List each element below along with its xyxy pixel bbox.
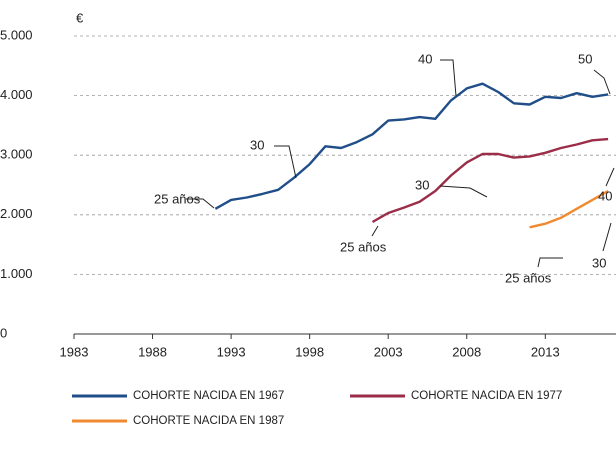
- annotation: 40: [418, 51, 432, 66]
- y-tick-label: 5.000: [0, 27, 33, 42]
- annotation-leader: [605, 167, 615, 187]
- annotation: 25 años: [154, 191, 201, 206]
- x-tick-label: 1988: [138, 344, 167, 359]
- y-tick-label: 4.000: [0, 87, 33, 102]
- annotation-leader: [440, 59, 457, 97]
- x-tick-label: 1983: [60, 344, 89, 359]
- annotation: 25 años: [505, 270, 552, 285]
- x-tick-label: 1993: [217, 344, 246, 359]
- y-tick-label: 0: [0, 325, 7, 340]
- annotation-leader: [274, 145, 297, 179]
- annotation-leader: [186, 198, 215, 209]
- series-line: [214, 82, 609, 210]
- legend-label: COHORTE NACIDA EN 1977: [411, 390, 562, 402]
- annotation-leader: [537, 257, 563, 268]
- x-tick-label: 1998: [295, 344, 324, 359]
- annotation: 30: [415, 177, 429, 192]
- y-tick-label: 3.000: [0, 147, 33, 162]
- annotation: 30: [592, 255, 606, 270]
- annotation: 40: [598, 188, 612, 203]
- annotation: 25 años: [340, 239, 387, 254]
- y-axis-label: €: [76, 10, 84, 25]
- annotation-leader: [371, 225, 379, 237]
- series-line: [529, 189, 609, 229]
- annotation: 50: [578, 51, 592, 66]
- annotation-leader: [439, 185, 488, 198]
- legend-label: COHORTE NACIDA EN 1987: [133, 415, 284, 427]
- series-line: [371, 137, 609, 224]
- legend-label: COHORTE NACIDA EN 1967: [133, 390, 284, 402]
- x-tick-label: 2008: [452, 344, 481, 359]
- annotation-leader: [602, 222, 612, 252]
- annotation: 30: [250, 137, 264, 152]
- annotation-leader: [593, 69, 611, 95]
- x-tick-label: 2013: [531, 344, 560, 359]
- x-tick-label: 2003: [374, 344, 403, 359]
- y-tick-label: 2.000: [0, 206, 33, 221]
- y-tick-label: 1.000: [0, 266, 33, 281]
